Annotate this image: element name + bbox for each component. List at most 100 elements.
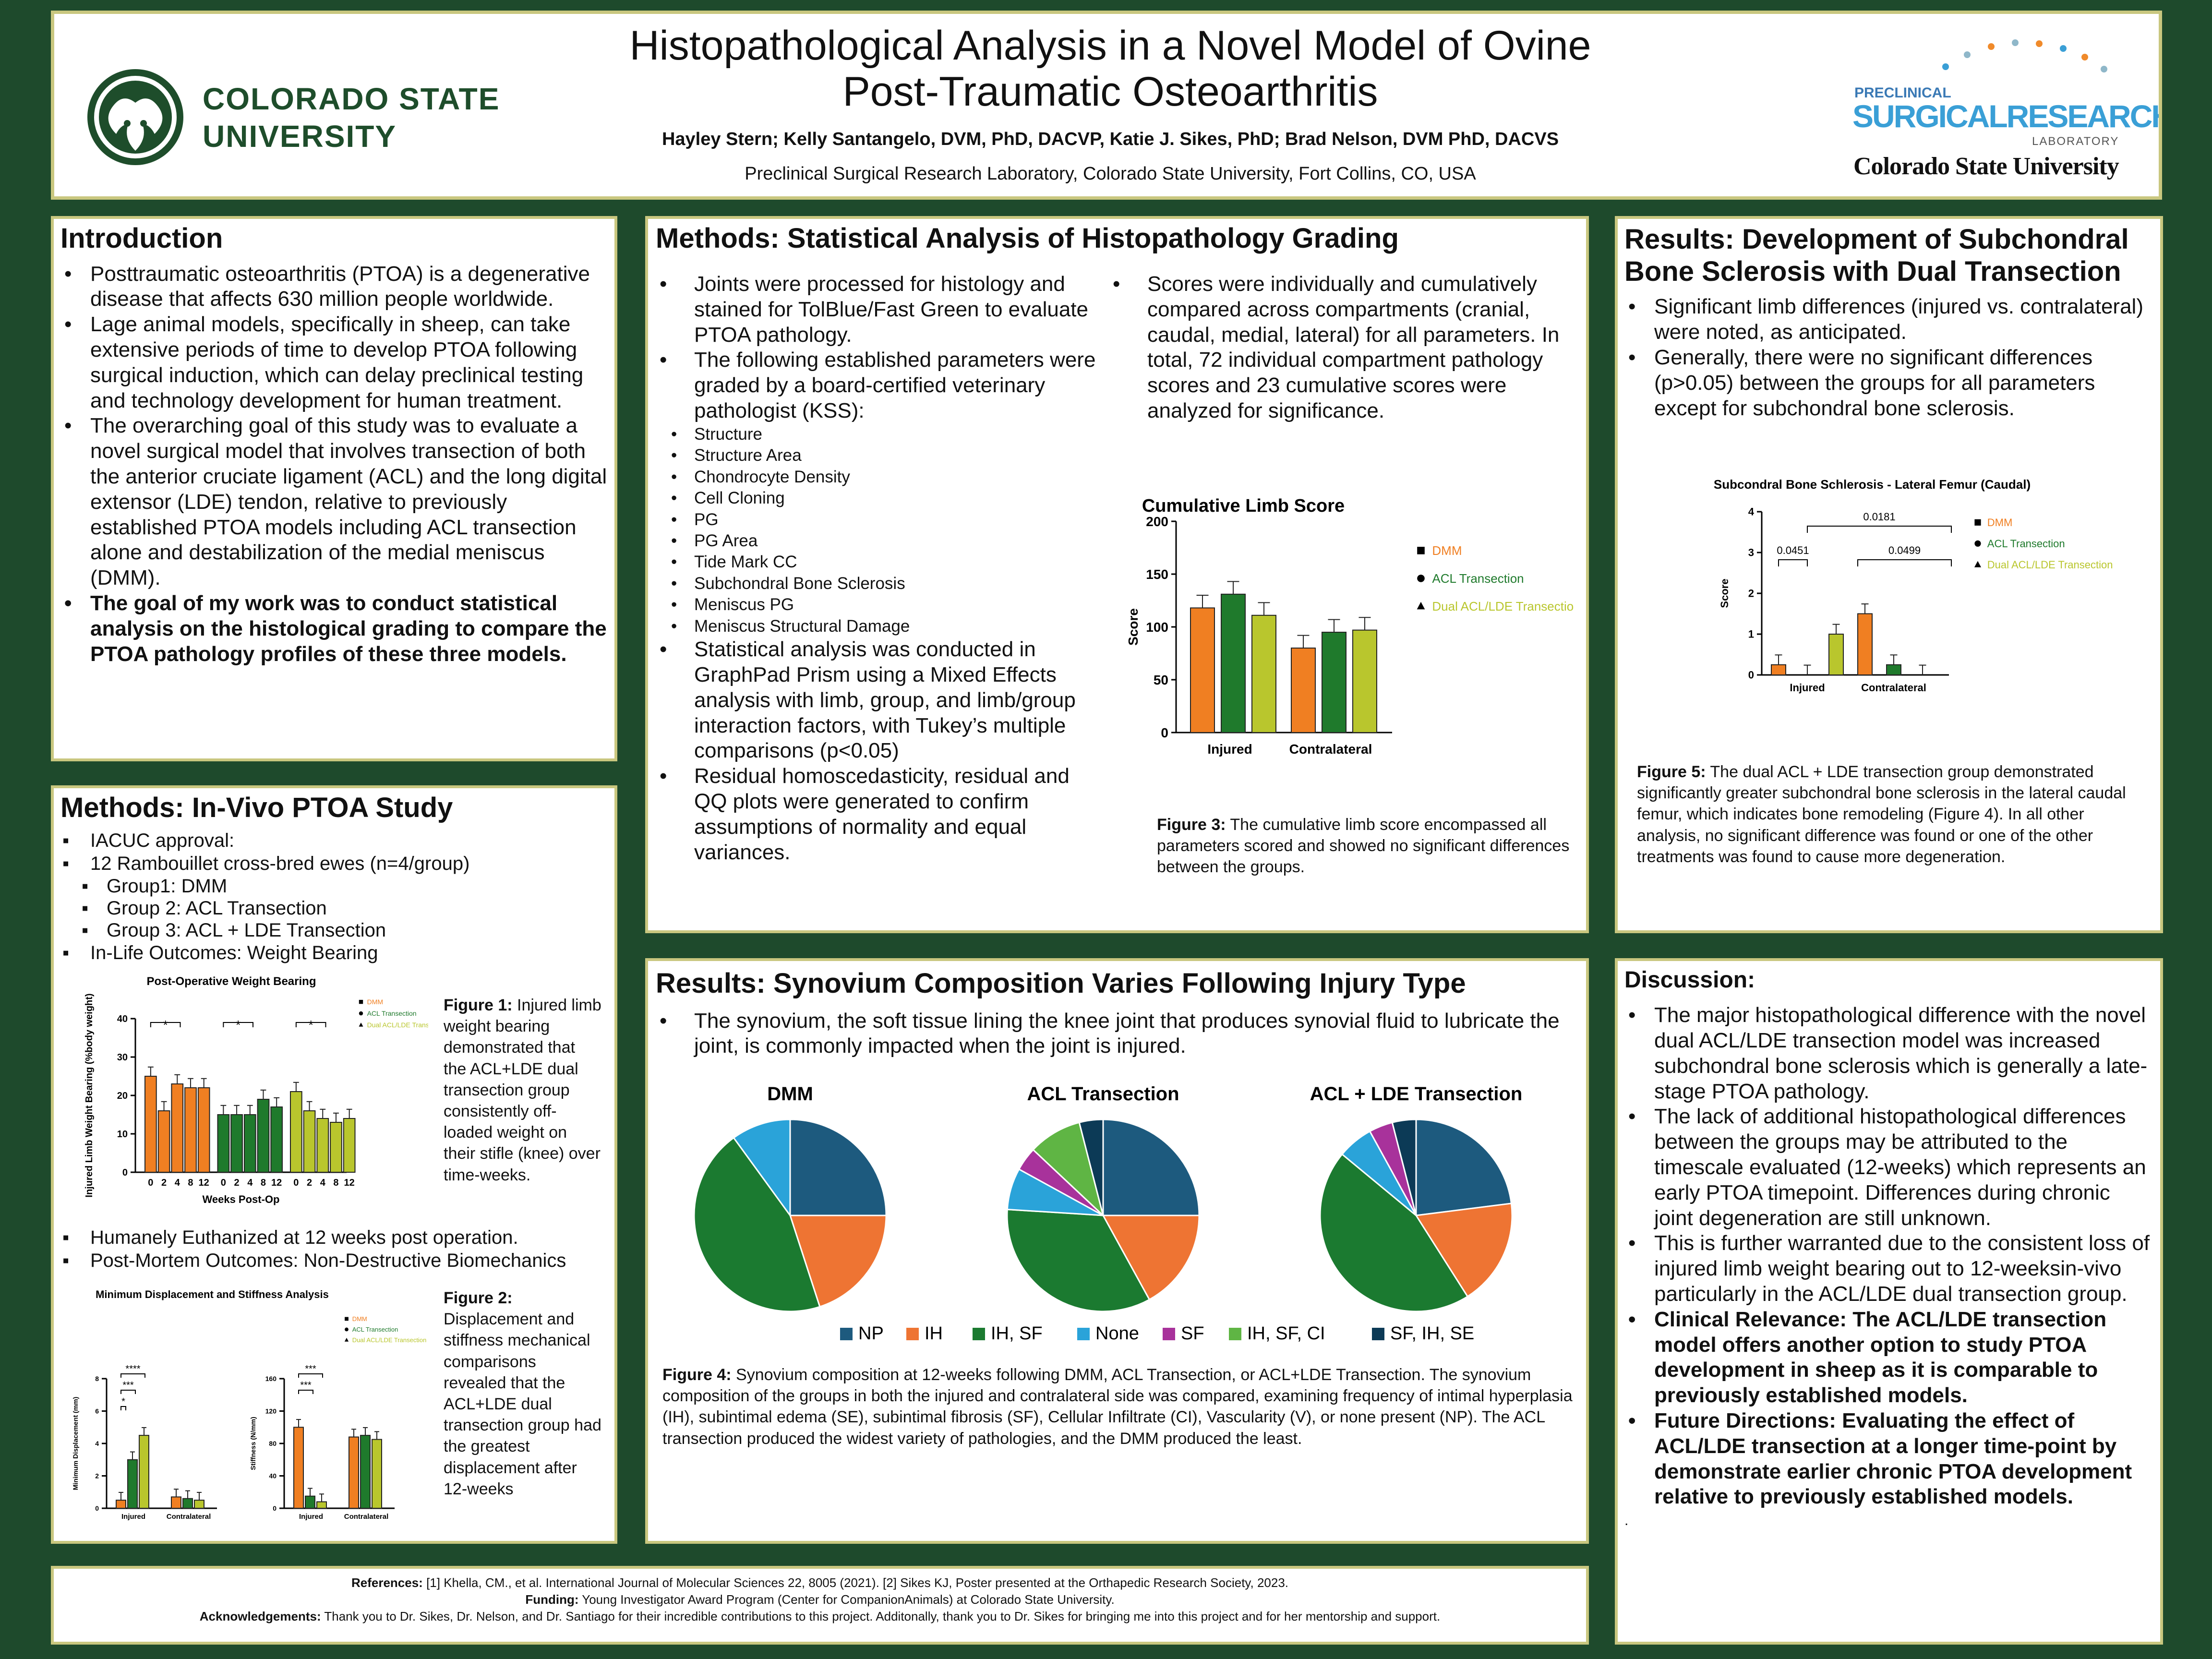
bar xyxy=(1251,614,1276,733)
intro-item: Lage animal models, specifically in shee… xyxy=(60,312,608,413)
legend-swatch xyxy=(840,1328,853,1340)
y-tick-label: 40 xyxy=(117,1014,128,1024)
invivo-item: Post-Mortem Outcomes: Non-Destructive Bi… xyxy=(60,1249,613,1272)
figure5-caption: Figure 5: The dual ACL + LDE transection… xyxy=(1637,761,2146,867)
stats-item: Statistical analysis was conducted in Gr… xyxy=(656,637,1107,764)
x-tick-label: 8 xyxy=(261,1178,266,1188)
y-tick-label: 0 xyxy=(1161,725,1168,740)
footer-panel: References: [1] Khella, CM., et al. Inte… xyxy=(51,1566,1589,1645)
y-tick-label: 120 xyxy=(265,1407,277,1415)
legend-marker xyxy=(359,999,363,1004)
bar xyxy=(1322,632,1346,733)
pie-slice xyxy=(1391,1118,1417,1216)
stats-item: The following established parameters wer… xyxy=(656,348,1107,423)
legend-marker xyxy=(344,1337,349,1342)
invivo-panel: Methods: In-Vivo PTOA Study IACUC approv… xyxy=(51,785,617,1544)
bar xyxy=(293,1427,304,1509)
synovium-title: Results: Synovium Composition Varies Fol… xyxy=(656,968,1466,999)
x-tick-label: 12 xyxy=(199,1178,209,1188)
legend-swatch xyxy=(1163,1328,1175,1340)
legend-label: ACL Transection xyxy=(1432,571,1524,586)
x-tick-label: 4 xyxy=(175,1178,180,1188)
chart-title: Cumulative Limb Score xyxy=(1142,496,1345,516)
dots-arc-icon xyxy=(1942,39,2107,72)
funding-text: Young Investigator Award Program (Center… xyxy=(578,1592,1115,1607)
legend-label: SF xyxy=(1181,1323,1204,1344)
legend-marker xyxy=(1974,561,1982,567)
pie-slice xyxy=(1102,1214,1200,1301)
bar xyxy=(270,1106,283,1173)
significance-marker: *** xyxy=(122,1380,134,1391)
discussion-item: The lack of additional histopathological… xyxy=(1624,1104,2153,1231)
introduction-list: Posttraumatic osteoarthritis (PTOA) is a… xyxy=(60,262,608,667)
ram-logo-icon xyxy=(87,69,183,165)
stats-item: Scores were individually and cumulativel… xyxy=(1109,272,1570,424)
acknowledgements-text: Thank you to Dr. Sikes, Dr. Nelson, and … xyxy=(321,1609,1441,1624)
y-axis-label: Score xyxy=(1719,578,1731,608)
legend-label: Dual ACL/LDE Transection xyxy=(1987,559,2113,571)
x-tick-label: 0 xyxy=(221,1178,226,1188)
figure3-text: The cumulative limb score encompassed al… xyxy=(1157,816,1570,877)
invivo-list: IACUC approval: 12 Rambouillet cross-bre… xyxy=(60,829,608,875)
y-tick-label: 1 xyxy=(1748,628,1754,640)
discussion-bold-item: Future Directions: Evaluating the effect… xyxy=(1624,1408,2153,1510)
funding-label: Funding: xyxy=(525,1592,579,1607)
figure4-label: Figure 4: xyxy=(662,1366,732,1384)
legend-label: None xyxy=(1095,1323,1139,1344)
legend-label: ACL Transection xyxy=(367,1010,417,1017)
legend-label: Dual ACL/LDE Transection xyxy=(1432,599,1575,613)
y-tick-label: 6 xyxy=(95,1407,99,1415)
x-tick-label: Injured xyxy=(121,1513,145,1521)
significance-bracket xyxy=(1778,559,1808,566)
invivo-groups: Group1: DMM Group 2: ACL Transection Gro… xyxy=(60,875,608,941)
x-tick-label: Contralateral xyxy=(344,1513,389,1521)
y-axis-label: Injured Limb Weight Bearing (%body weigh… xyxy=(84,993,95,1197)
intro-item: The overarching goal of this study was t… xyxy=(60,413,608,591)
legend-swatch xyxy=(906,1328,919,1340)
y-tick-label: 10 xyxy=(117,1129,128,1140)
figure2-caption: Figure 2: Displacement and stiffness mec… xyxy=(444,1287,602,1500)
figure3-label: Figure 3: xyxy=(1157,816,1226,834)
displacement-stiffness-chart: Minimum Displacement and Stiffness Analy… xyxy=(72,1288,426,1521)
y-tick-label: 200 xyxy=(1146,514,1168,529)
significance-bracket xyxy=(120,1390,136,1394)
significance-bracket xyxy=(298,1390,313,1394)
figure1-label: Figure 1: xyxy=(444,996,513,1014)
invivo-item: 12 Rambouillet cross-bred ewes (n=4/grou… xyxy=(60,852,608,875)
bar xyxy=(139,1435,149,1509)
csu-logo-line1: COLORADO STATE xyxy=(203,82,500,116)
chart-title: Post-Operative Weight Bearing xyxy=(147,975,316,988)
legend-marker xyxy=(1417,601,1425,610)
bar xyxy=(316,1501,327,1509)
significance-bracket xyxy=(295,1022,326,1027)
figure4-caption: Figure 4: Synovium composition at 12-wee… xyxy=(662,1364,1575,1449)
synovium-item: The synovium, the soft tissue lining the… xyxy=(656,1009,1578,1059)
y-tick-label: 8 xyxy=(95,1375,99,1382)
y-tick-label: 30 xyxy=(117,1052,128,1063)
significance-marker: *** xyxy=(305,1364,316,1374)
significance-marker: * xyxy=(309,1018,313,1032)
pie-slice xyxy=(1415,1202,1513,1298)
weight-bearing-chart: Post-Operative Weight Bearing010203040In… xyxy=(84,975,428,1205)
pie-slice xyxy=(1078,1118,1104,1216)
y-tick-label: 0 xyxy=(1748,669,1754,681)
figure4-text: Synovium composition at 12-weeks followi… xyxy=(662,1366,1573,1448)
x-tick-label: Injured xyxy=(1207,742,1252,757)
x-tick-label: 2 xyxy=(234,1178,239,1188)
title-line2: Post-Traumatic Osteoarthritis xyxy=(842,69,1378,115)
figure3-caption: Figure 3: The cumulative limb score enco… xyxy=(1157,814,1579,878)
parameter-item: Meniscus Structural Damage xyxy=(661,616,1107,637)
legend-label: DMM xyxy=(367,998,383,1006)
legend-swatch xyxy=(973,1328,985,1340)
significance-bracket xyxy=(223,1022,253,1027)
synovium-list: The synovium, the soft tissue lining the… xyxy=(656,1009,1578,1059)
significance-marker: * xyxy=(121,1396,125,1407)
legend-marker xyxy=(359,1011,363,1016)
pie-slice xyxy=(1006,1208,1151,1312)
acknowledgements-label: Acknowledgements: xyxy=(199,1609,321,1624)
bar xyxy=(171,1083,184,1173)
significance-bracket xyxy=(298,1373,323,1378)
sclerosis-list: Significant limb differences (injured vs… xyxy=(1624,294,2153,421)
y-tick-label: 40 xyxy=(269,1472,276,1479)
bar xyxy=(1886,664,1901,675)
